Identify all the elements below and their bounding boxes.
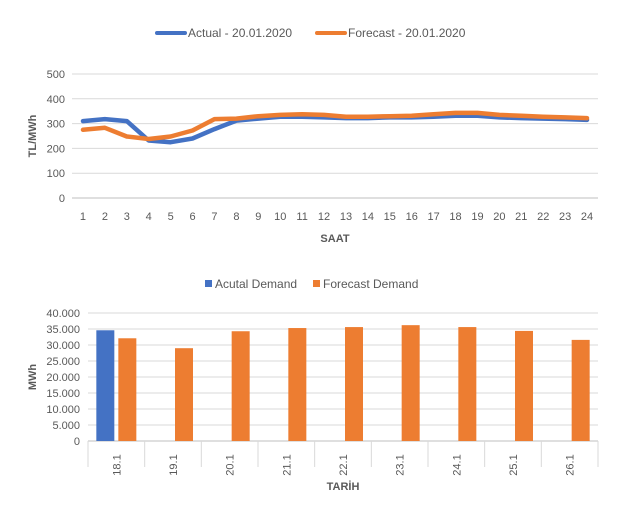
series-line-forecast [80,110,590,142]
y-tick-label: 400 [47,94,65,106]
y-tick-label: 35.000 [46,324,80,336]
bar-actual-demand [96,330,115,441]
x-tick-label: 8 [233,211,239,223]
y-tick-label: 100 [47,168,65,180]
x-tick-label: 6 [189,211,195,223]
x-tick-label: 22.1 [338,454,350,475]
y-axis-title: TL/MWh [27,114,39,157]
bar-forecast-demand [571,339,590,441]
x-tick-label: 9 [255,211,261,223]
x-tick-label: 15 [384,211,396,223]
legend-square-swatch [205,280,212,287]
x-tick-label: 3 [124,211,130,223]
x-tick-label: 21 [515,211,527,223]
bar-forecast-demand [515,330,533,441]
x-tick-label: 2 [102,211,108,223]
y-axis-title: MWh [27,364,39,391]
bar-forecast-demand [401,325,420,441]
x-tick-label: 5 [168,211,174,223]
y-tick-label: 0 [74,436,80,448]
x-tick-label: 22 [537,211,549,223]
x-tick-label: 1 [80,211,86,223]
x-tick-label: 20 [493,211,505,223]
y-tick-label: 15.000 [46,388,80,400]
bar-forecast-demand [288,328,307,441]
x-tick-label: 25.1 [508,454,520,475]
x-tick-label: 14 [362,211,374,223]
x-tick-label: 19.1 [168,454,180,475]
y-tick-label: 25.000 [46,356,80,368]
legend-label: Actual - 20.01.2020 [188,26,292,40]
x-tick-label: 23.1 [395,454,407,475]
x-axis-title: TARİH [327,480,360,493]
x-tick-label: 4 [146,211,152,223]
x-tick-label: 18 [449,211,461,223]
x-tick-label: 19 [471,211,483,223]
y-tick-label: 200 [47,143,65,155]
x-tick-label: 7 [211,211,217,223]
y-tick-label: 10.000 [46,404,80,416]
x-tick-label: 12 [318,211,330,223]
bar-forecast-demand [175,348,193,441]
x-tick-label: 24 [581,211,593,223]
bar-forecast-demand [118,338,137,441]
y-tick-label: 20.000 [46,372,80,384]
legend-label: Forecast Demand [323,277,418,291]
hourly-price-line-chart: Actual - 20.01.2020 Forecast - 20.01.2020… [27,26,598,245]
legend-square-swatch [313,280,320,287]
bar-forecast-demand [231,331,250,441]
x-tick-label: 21.1 [281,454,293,475]
x-tick-label: 24.1 [451,454,463,475]
bar-forecast-demand [345,327,363,441]
x-tick-label: 13 [340,211,352,223]
x-tick-label: 10 [274,211,286,223]
y-tick-label: 40.000 [46,308,80,320]
legend-label: Acutal Demand [215,277,297,291]
y-tick-label: 300 [47,119,65,131]
y-tick-label: 0 [59,193,65,205]
x-tick-label: 20.1 [225,454,237,475]
daily-demand-bar-chart: Acutal Demand Forecast Demand 0 5.000 10.000… [27,277,599,493]
y-tick-label: 30.000 [46,340,80,352]
x-tick-label: 18.1 [111,454,123,475]
x-axis-title: SAAT [320,233,349,245]
x-tick-label: 26.1 [565,454,577,475]
y-tick-label: 5.000 [52,420,80,432]
x-tick-label: 16 [406,211,418,223]
x-tick-label: 17 [428,211,440,223]
legend-label: Forecast - 20.01.2020 [348,26,466,40]
x-tick-label: 11 [296,211,307,223]
y-tick-label: 500 [47,69,65,81]
bar-forecast-demand [458,327,477,441]
x-tick-label: 23 [559,211,571,223]
